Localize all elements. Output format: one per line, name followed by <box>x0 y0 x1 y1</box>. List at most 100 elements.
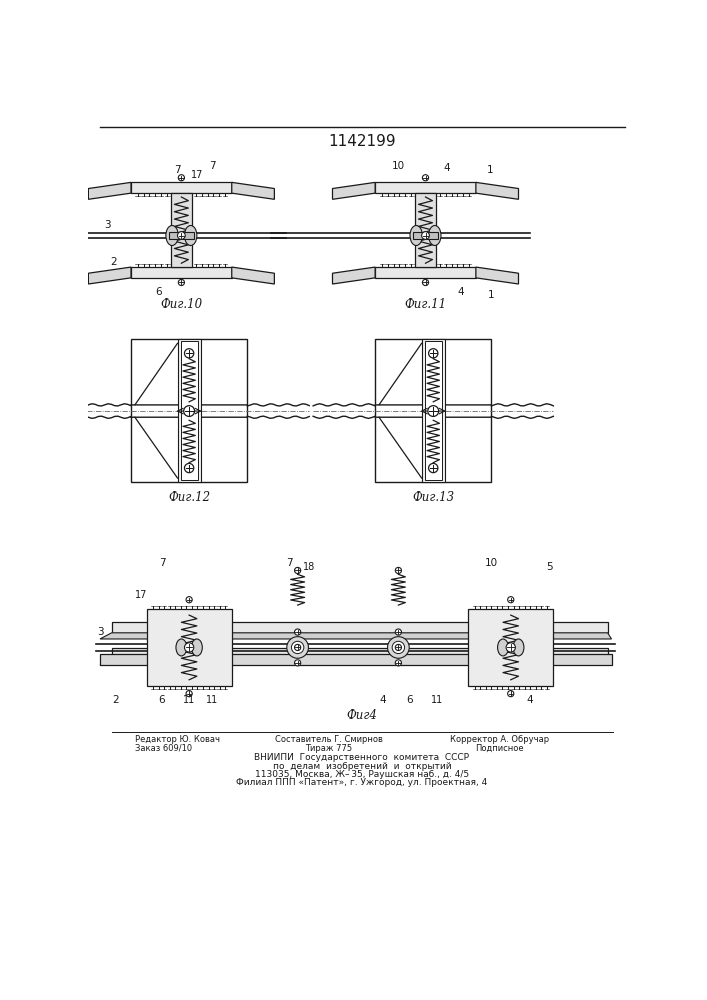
Bar <box>413 232 438 239</box>
Ellipse shape <box>166 225 178 246</box>
Circle shape <box>428 406 438 416</box>
Circle shape <box>387 637 409 658</box>
Bar <box>131 267 232 278</box>
Text: 2: 2 <box>110 257 117 267</box>
Text: Фиг.12: Фиг.12 <box>168 491 210 504</box>
Polygon shape <box>232 182 274 199</box>
Circle shape <box>392 641 404 654</box>
Bar <box>131 182 232 193</box>
Text: 11: 11 <box>183 695 195 705</box>
Ellipse shape <box>428 225 441 246</box>
Text: 113035, Москва, Ж– 35, Раушская наб., д. 4/5: 113035, Москва, Ж– 35, Раушская наб., д.… <box>255 770 469 779</box>
Bar <box>131 339 247 482</box>
Text: 5: 5 <box>547 562 553 572</box>
Circle shape <box>184 406 194 416</box>
Circle shape <box>422 175 428 181</box>
Ellipse shape <box>498 639 508 656</box>
Text: ВНИИПИ  Государственного  комитета  СССР: ВНИИПИ Государственного комитета СССР <box>255 753 469 762</box>
Text: 7: 7 <box>158 558 165 568</box>
Circle shape <box>178 279 185 286</box>
Circle shape <box>185 463 194 473</box>
Polygon shape <box>88 267 131 284</box>
Text: по  делам  изобретений  и  открытий: по делам изобретений и открытий <box>273 762 451 771</box>
Text: 4: 4 <box>527 695 534 705</box>
Circle shape <box>185 643 194 652</box>
Text: Подписное: Подписное <box>475 744 523 753</box>
Polygon shape <box>476 182 518 199</box>
Text: 7: 7 <box>286 558 293 568</box>
Circle shape <box>428 463 438 473</box>
Circle shape <box>295 660 300 666</box>
Text: 17: 17 <box>191 170 203 180</box>
Text: Филиал ППП «Патент», г. Ужгород, ул. Проектная, 4: Филиал ППП «Патент», г. Ужгород, ул. Про… <box>236 778 488 787</box>
Circle shape <box>395 660 402 666</box>
Polygon shape <box>100 659 612 665</box>
Circle shape <box>178 175 185 181</box>
Text: 7: 7 <box>209 161 216 171</box>
Circle shape <box>508 597 514 603</box>
Text: Фиг.10: Фиг.10 <box>160 298 202 311</box>
Text: 11: 11 <box>431 695 443 705</box>
Polygon shape <box>100 633 612 639</box>
Polygon shape <box>332 182 375 199</box>
Circle shape <box>186 691 192 697</box>
Circle shape <box>295 567 300 574</box>
Circle shape <box>291 641 304 654</box>
Text: 3: 3 <box>97 627 103 637</box>
Text: 1: 1 <box>486 165 493 175</box>
Circle shape <box>185 349 194 358</box>
Circle shape <box>395 567 402 574</box>
Bar <box>414 193 436 267</box>
Ellipse shape <box>185 225 197 246</box>
Text: Редактор Ю. Ковач: Редактор Ю. Ковач <box>135 735 220 744</box>
Text: 4: 4 <box>380 695 386 705</box>
Polygon shape <box>476 267 518 284</box>
Bar <box>375 339 491 482</box>
Circle shape <box>422 279 428 286</box>
Text: 1: 1 <box>488 290 495 300</box>
Text: Фиг4: Фиг4 <box>346 709 378 722</box>
Text: Корректор А. Обручар: Корректор А. Обручар <box>450 735 549 744</box>
Bar <box>170 193 192 267</box>
Text: 10: 10 <box>392 161 405 171</box>
Text: Фиг.13: Фиг.13 <box>412 491 455 504</box>
Ellipse shape <box>176 639 187 656</box>
Text: 6: 6 <box>155 287 161 297</box>
Text: Заказ 609/10: Заказ 609/10 <box>135 744 192 753</box>
Text: 4: 4 <box>443 163 450 173</box>
Bar <box>112 622 607 633</box>
Text: 3: 3 <box>105 220 111 230</box>
Bar <box>100 654 612 665</box>
Text: Составитель Г. Смирнов: Составитель Г. Смирнов <box>275 735 382 744</box>
Ellipse shape <box>410 225 422 246</box>
Ellipse shape <box>192 639 202 656</box>
Text: 6: 6 <box>158 695 165 705</box>
Ellipse shape <box>513 639 524 656</box>
Circle shape <box>295 629 300 635</box>
Text: 2: 2 <box>112 695 119 705</box>
Text: 17: 17 <box>135 590 147 600</box>
Text: 11: 11 <box>206 695 218 705</box>
Circle shape <box>287 637 308 658</box>
Bar <box>375 182 476 193</box>
Polygon shape <box>232 267 274 284</box>
Circle shape <box>177 232 185 239</box>
Circle shape <box>395 629 402 635</box>
Bar <box>177 339 201 482</box>
Circle shape <box>186 597 192 603</box>
Polygon shape <box>332 267 375 284</box>
Bar <box>425 341 442 480</box>
Text: 6: 6 <box>407 695 414 705</box>
Circle shape <box>421 232 429 239</box>
Bar <box>468 609 554 686</box>
Bar <box>112 648 607 659</box>
Bar <box>180 341 198 480</box>
Text: 4: 4 <box>457 287 464 297</box>
Polygon shape <box>88 182 131 199</box>
Circle shape <box>295 644 300 651</box>
Text: 1142199: 1142199 <box>328 134 396 149</box>
Text: Фиг.11: Фиг.11 <box>404 298 447 311</box>
Bar <box>375 267 476 278</box>
Circle shape <box>395 644 402 651</box>
Text: 7: 7 <box>174 165 181 175</box>
